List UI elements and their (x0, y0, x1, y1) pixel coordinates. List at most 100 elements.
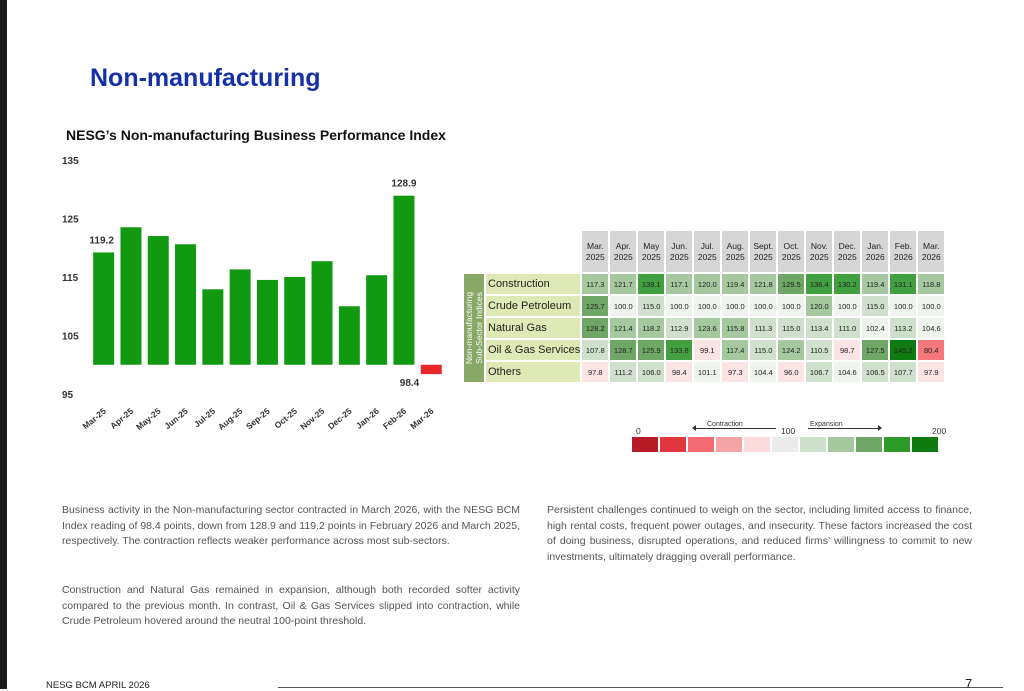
legend-swatch (772, 437, 798, 452)
heatmap-cell: 123.6 (694, 318, 721, 338)
heatmap-column-header: Dec. 2025 (834, 231, 861, 272)
y-tick-label: 105 (62, 332, 79, 343)
bar-oct-25 (284, 277, 306, 365)
heatmap-row-label: Crude Petroleum (486, 296, 581, 316)
heatmap-cell: 100.0 (694, 296, 721, 316)
heatmap-cell: 118.2 (638, 318, 665, 338)
legend-min-label: 0 (636, 426, 641, 436)
heatmap-cell: 100.0 (834, 296, 861, 316)
heatmap-cell: 107.7 (890, 362, 917, 382)
x-tick-label: Jan-26 (354, 406, 381, 431)
heatmap-cell: 96.0 (778, 362, 805, 382)
heatmap-cell: 106.5 (862, 362, 889, 382)
bar-mar-25 (93, 252, 115, 365)
heatmap-cell: 97.3 (722, 362, 749, 382)
heatmap-cell: 100.0 (750, 296, 777, 316)
bar-jan-26 (366, 275, 388, 365)
paragraph-summary: Business activity in the Non-manufacturi… (62, 504, 520, 547)
legend-swatch (856, 437, 882, 452)
section-title: Non-manufacturing (90, 64, 321, 92)
bar-jun-25 (175, 244, 197, 365)
legend-swatch (660, 437, 686, 452)
heatmap-cell: 101.1 (694, 362, 721, 382)
heatmap-cell: 100.0 (610, 296, 637, 316)
heatmap-cell: 117.3 (582, 274, 609, 294)
heatmap-cell: 113.4 (806, 318, 833, 338)
heatmap-column-header: Sept. 2025 (750, 231, 777, 272)
heatmap-column-header: Jul. 2025 (694, 231, 721, 272)
row-axis-label: Non-manufacturing Sub-Sector Indices (464, 274, 484, 382)
heatmap-cell: 115.0 (862, 296, 889, 316)
footer-publication: NESG BCM APRIL 2026 (46, 680, 150, 691)
heatmap-row-label: Oil & Gas Services (486, 340, 581, 360)
heatmap-cell: 106.0 (638, 362, 665, 382)
x-tick-label: Apr-25 (108, 406, 135, 431)
x-tick-label: Jul-25 (192, 406, 217, 430)
legend-swatch (716, 437, 742, 452)
heatmap-cell: 130.2 (834, 274, 861, 294)
contraction-arrow (692, 425, 776, 431)
heatmap-cell: 104.6 (834, 362, 861, 382)
heatmap-cell: 104.6 (918, 318, 945, 338)
heatmap-cell: 117.1 (666, 274, 693, 294)
heatmap-cell: 119.4 (722, 274, 749, 294)
heatmap-column-header: May 2025 (638, 231, 665, 272)
heatmap-column-header: Mar. 2026 (918, 231, 945, 272)
heatmap-column-header: Mar. 2025 (582, 231, 609, 272)
heatmap-row-label: Construction (486, 274, 581, 294)
bar-aug-25 (229, 269, 251, 365)
heatmap-column-header: Jun. 2025 (666, 231, 693, 272)
heatmap-cell: 121.7 (610, 274, 637, 294)
heatmap-cell: 117.4 (722, 340, 749, 360)
data-label: 128.9 (391, 179, 416, 190)
x-tick-label: Feb-26 (381, 406, 409, 431)
heatmap-cell: 121.8 (750, 274, 777, 294)
bar-feb-26 (393, 195, 415, 365)
legend-contraction-label: Contraction (707, 421, 743, 428)
heatmap-cell: 124.2 (778, 340, 805, 360)
heatmap-row-label: Natural Gas (486, 318, 581, 338)
bar-may-25 (147, 236, 169, 365)
x-tick-label: Mar-26 (408, 406, 436, 431)
heatmap-cell: 139.1 (638, 274, 665, 294)
expansion-arrow (808, 425, 882, 431)
data-label: 119.2 (89, 235, 114, 246)
x-tick-label: Sep-25 (244, 406, 272, 432)
heatmap-cell: 127.5 (862, 340, 889, 360)
heatmap-legend: 0 Contraction 100 Expansion 200 (618, 418, 958, 458)
y-tick-label: 135 (62, 156, 79, 167)
heatmap-cell: 119.4 (862, 274, 889, 294)
heatmap-cell: 115.0 (750, 340, 777, 360)
heatmap-cell: 97.8 (582, 362, 609, 382)
bar-mar-26 (420, 364, 442, 375)
x-tick-label: Nov-25 (298, 406, 326, 432)
data-label: 98.4 (400, 378, 420, 389)
x-tick-label: Mar-25 (81, 406, 109, 431)
legend-swatch (912, 437, 938, 452)
heatmap-cell: 100.0 (918, 296, 945, 316)
bar-sep-25 (256, 279, 278, 365)
heatmap-column-header: Oct. 2025 (778, 231, 805, 272)
heatmap-cell: 107.8 (582, 340, 609, 360)
heatmap-cell: 125.7 (582, 296, 609, 316)
heatmap-cell: 113.2 (890, 318, 917, 338)
legend-swatch (688, 437, 714, 452)
heatmap-cell: 98.4 (666, 362, 693, 382)
legend-expansion-label: Expansion (810, 421, 843, 428)
heatmap-column-header: Aug. 2025 (722, 231, 749, 272)
heatmap-cell: 97.9 (918, 362, 945, 382)
heatmap-cell: 125.9 (638, 340, 665, 360)
bar-jul-25 (202, 289, 224, 365)
paragraph-subsectors: Construction and Natural Gas remained in… (62, 584, 520, 627)
bar-apr-25 (120, 227, 142, 365)
paragraph-challenges: Persistent challenges continued to weigh… (547, 504, 972, 563)
heatmap-cell: 99.1 (694, 340, 721, 360)
heatmap-cell: 118.8 (918, 274, 945, 294)
heatmap-cell: 104.4 (750, 362, 777, 382)
bar-dec-25 (338, 306, 360, 365)
heatmap-cell: 111.2 (610, 362, 637, 382)
heatmap-cell: 111.0 (834, 318, 861, 338)
bar-nov-25 (311, 261, 333, 365)
document-edge (0, 0, 7, 689)
